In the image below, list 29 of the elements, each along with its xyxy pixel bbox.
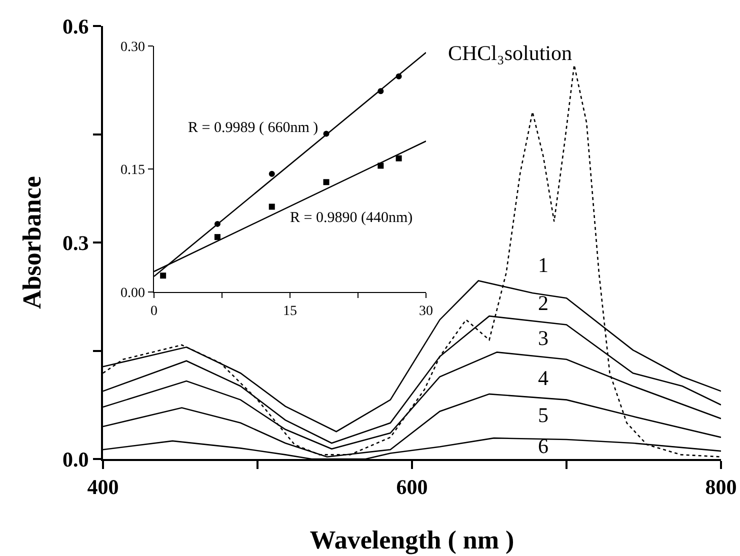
x-tick-label: 0 (150, 304, 158, 319)
annotation: 3 (538, 326, 548, 350)
x-tick-label: 600 (396, 475, 428, 500)
point (160, 272, 166, 279)
annotation: R = 0.9890 (440nm) (290, 210, 413, 226)
point (268, 170, 275, 177)
annotation: R = 0.9989 ( 660nm ) (188, 120, 318, 136)
annotation: 2 (538, 291, 548, 315)
y-tick-label: 0.6 (62, 14, 89, 38)
point (323, 179, 330, 186)
point (268, 204, 275, 210)
annotation: CHCl₃solution (448, 41, 573, 65)
x-tick-label: 400 (87, 475, 119, 500)
annotation: 5 (538, 403, 548, 427)
x-tick-label: 800 (705, 475, 737, 500)
point (214, 234, 220, 240)
point (396, 155, 402, 162)
y-tick-label: 0.15 (120, 162, 145, 178)
annotation: 1 (538, 253, 548, 277)
x-tick-label: 15 (283, 304, 297, 319)
y-axis-title: Absorbance (17, 176, 46, 309)
x-axis-title: Wavelength ( nm ) (310, 525, 514, 554)
y-tick-label: 0.00 (120, 286, 145, 301)
y-tick-label: 0.3 (62, 230, 89, 255)
x-tick-label: 30 (419, 304, 433, 319)
y-tick-label: 0.30 (120, 40, 145, 55)
annotation: 4 (538, 366, 549, 390)
y-tick-label: 0.0 (62, 447, 89, 472)
annotation: 6 (538, 434, 548, 458)
